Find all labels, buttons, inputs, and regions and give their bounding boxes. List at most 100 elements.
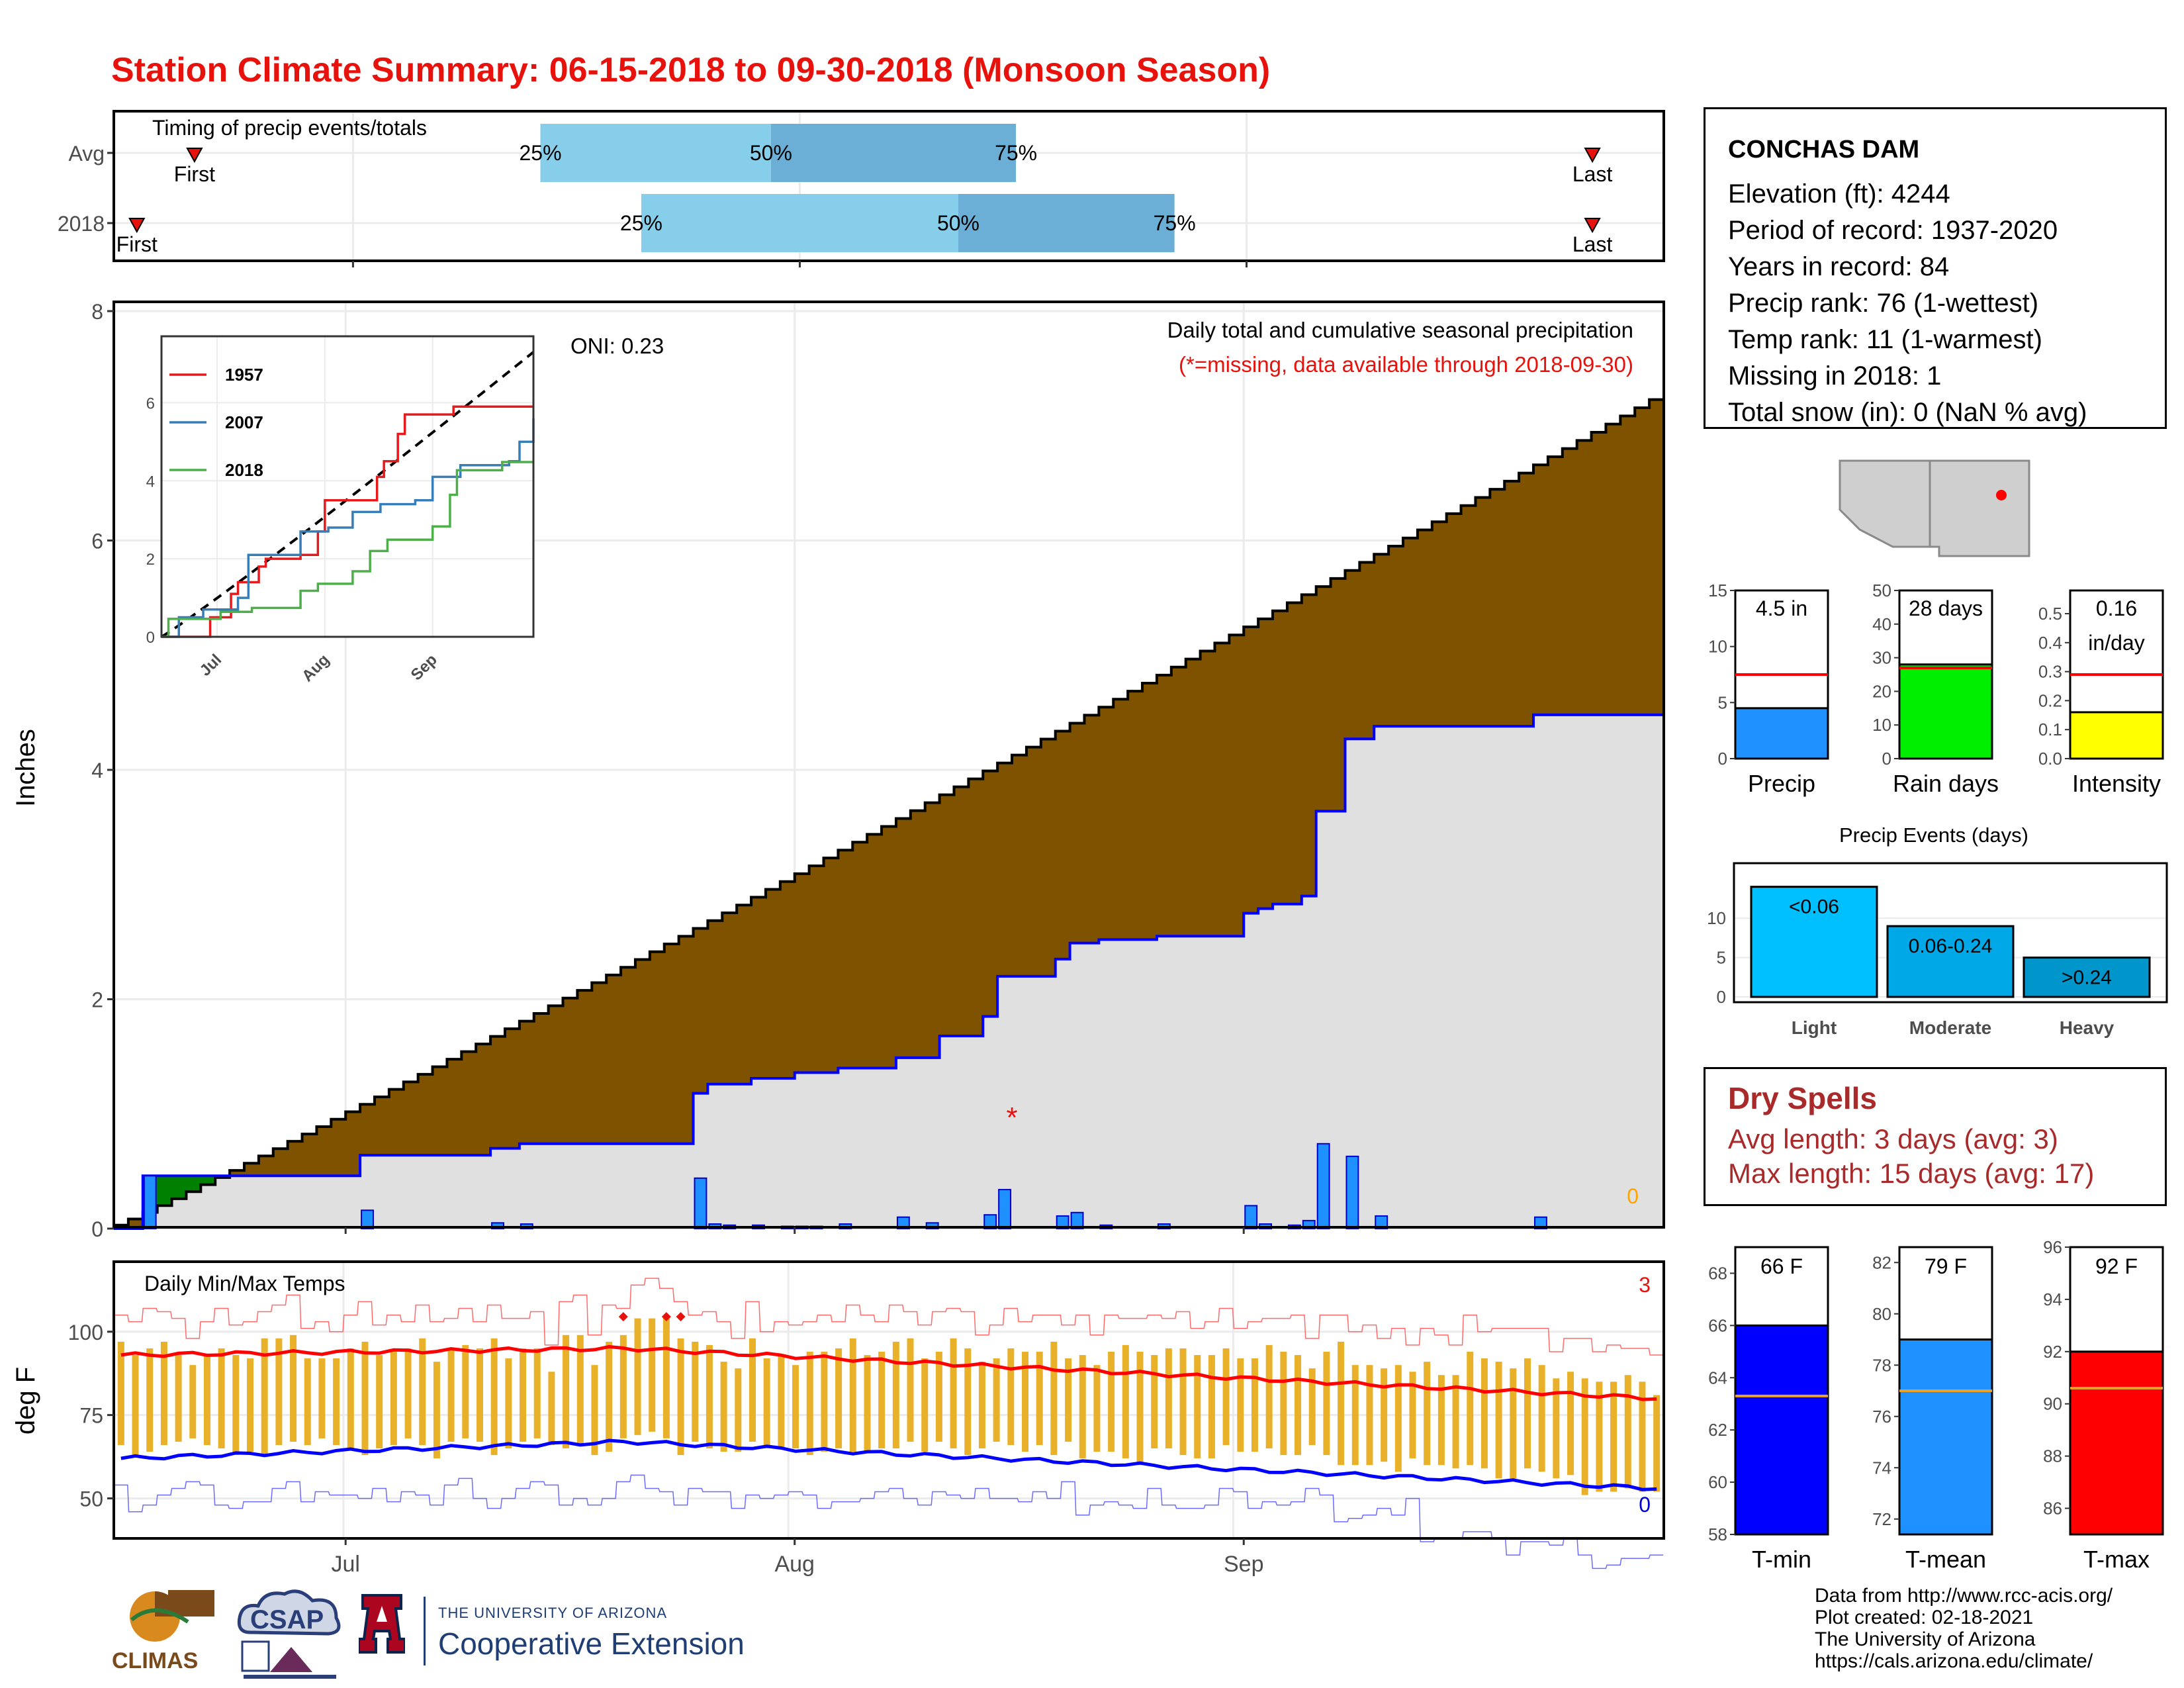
daily-temp-bar [548,1372,555,1445]
temps-xtick-label: Sep [1224,1552,1264,1577]
daily-temp-bar [662,1318,670,1438]
temp-gauge-ytick-label: 78 [1872,1355,1891,1375]
inset-series-line-1957 [161,405,533,638]
daily-temp-bar [835,1348,842,1449]
gauge-xlabel: Precip [1748,770,1815,797]
temp-gauge-ytick-label: 66 [1708,1315,1727,1335]
observed-cumulative-fill [114,714,1664,1229]
gauge-xlabel: Intensity [2072,770,2161,797]
precip-zero-label: 0 [1627,1184,1639,1208]
gauge-ytick-label: 50 [1872,581,1891,600]
daily-temp-bar [232,1355,240,1456]
inset-border [160,335,535,638]
gauge-ytick-label: 0 [1718,749,1727,769]
timing-label-75: 75% [1154,211,1196,235]
inset-legend-label: 1957 [225,365,263,385]
daily-temp-bar [1065,1358,1072,1442]
daily-temp-bar [1280,1351,1287,1456]
temps-ylabel: deg F [11,1367,40,1434]
record-high-marker [618,1312,628,1322]
daily-temp-bar [763,1358,770,1449]
timing-first-label: First [174,162,215,186]
credit-plot-created: Plot created: 02-18-2021 [1815,1607,2034,1628]
temp-gauge-ytick-label: 74 [1872,1458,1891,1477]
timing-first-marker [186,148,203,164]
daily-temp-bar [892,1341,899,1449]
timing-bar-25-50 [641,194,958,252]
daily-temp-bar [935,1351,942,1442]
dry-spells-title: Dry Spells [1728,1081,1877,1115]
daily-temp-bar [1036,1351,1043,1445]
daily-temp-bar [1495,1362,1502,1479]
daily-temp-bar [864,1355,871,1452]
precip-annotation: Daily total and cumulative seasonal prec… [1167,318,1633,342]
daily-temp-bar [462,1344,469,1438]
climas-logo-text: CLIMAS [112,1648,198,1673]
daily-temp-bar [505,1358,512,1449]
record-high-line [114,1278,1664,1356]
daily-temp-bar [1237,1358,1244,1452]
gauge-value-label: 4.5 in [1756,596,1807,620]
station-missing: Missing in 2018: 1 [1728,361,1942,391]
daily-temp-bar [1467,1351,1474,1466]
events-title: Precip Events (days) [1839,823,2028,847]
dry-spells-box: Dry Spells Avg length: 3 days (avg: 3) M… [1704,1067,2167,1206]
ua-small-text: THE UNIVERSITY OF ARIZONA [438,1605,668,1621]
daily-temp-bar [749,1338,756,1442]
daily-temp-bar [1265,1344,1273,1449]
daily-temp-bar [806,1351,813,1456]
station-name: CONCHAS DAM [1728,136,1920,164]
daily-temp-bar [705,1344,713,1449]
inset-bg [161,336,533,637]
daily-temp-bar [1108,1351,1115,1452]
daily-temp-bar [576,1335,584,1445]
daily-temp-bar [189,1365,197,1438]
daily-temp-bar [907,1338,914,1442]
daily-temp-bar [649,1318,656,1432]
timing-last-marker [1584,148,1601,164]
gauge-ytick-label: 5 [1718,692,1727,712]
daily-temp-bar [1538,1365,1545,1472]
daily-precip-bar [1345,1155,1359,1230]
csap-logo-text: CSAP [250,1605,324,1634]
station-years: Years in record: 84 [1728,252,1950,281]
page-title: Station Climate Summary: 06-15-2018 to 0… [111,51,1271,89]
daily-temp-bar [1136,1351,1144,1466]
events-ytick-label: 10 [1707,908,1726,928]
temp-gauge-ytick-label: 92 [2043,1342,2062,1362]
daily-temp-bar [447,1348,455,1442]
daily-temp-bar [376,1355,383,1449]
gauge-value-label2: in/day [2088,631,2144,655]
gauge-ytick-label: 0.0 [2038,749,2062,769]
daily-temp-bar [203,1355,210,1445]
daily-temp-bar [1366,1365,1373,1466]
missing-data-marker: * [1006,1102,1017,1134]
timing-panel-border [113,110,1665,262]
daily-temp-bar [619,1335,627,1438]
temp-gauge-value-label: 92 F [2095,1254,2138,1278]
daily-temp-bar [778,1355,785,1449]
daily-precip-bar [361,1209,374,1230]
temp-gauge-ytick-label: 62 [1708,1420,1727,1440]
timing-bar-50-75 [958,194,1175,252]
timing-last-label: Last [1572,232,1613,256]
temps-panel-border [113,1260,1665,1540]
precip-ytick-label: 2 [91,988,103,1012]
ua-big-text: Cooperative Extension [438,1626,745,1661]
station-location-dot [1996,490,2007,500]
daily-temp-bar [591,1365,598,1456]
daily-temp-bar [1437,1375,1445,1466]
daily-temp-bar [146,1348,154,1452]
daily-temp-bar [821,1351,828,1452]
daily-temp-bar [275,1338,283,1445]
daily-temp-bar [1251,1358,1258,1452]
station-snow: Total snow (in): 0 (NaN % avg) [1728,398,2087,427]
daily-temp-bar [1194,1355,1201,1459]
events-bar-label: 0.06-0.24 [1909,935,1993,957]
ua-logo [359,1594,405,1654]
daily-temp-bar [563,1335,570,1449]
gauge-ytick-label: 15 [1708,581,1727,600]
daily-temp-bar [1610,1382,1617,1492]
daily-temp-bar [1639,1382,1646,1492]
timing-title: Timing of precip events/totals [152,116,427,140]
